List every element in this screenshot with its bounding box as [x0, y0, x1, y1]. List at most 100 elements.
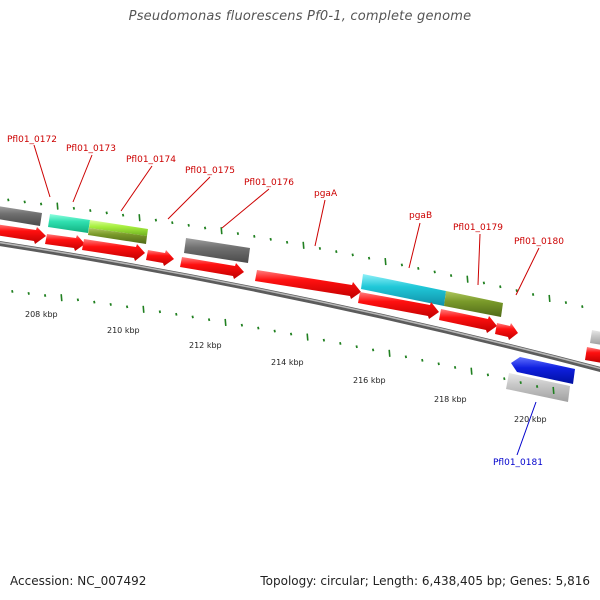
leader-line — [221, 188, 270, 229]
minor-tick — [23, 200, 26, 204]
accession-text: Accession: NC_007492 — [10, 574, 147, 588]
major-tick — [142, 305, 145, 313]
major-tick — [220, 227, 223, 235]
gene-label-pfl01-0173: Pfl01_0173 — [66, 144, 116, 154]
outer-tick-ring — [7, 198, 584, 309]
map-title: Pseudomonas fluorescens Pf0-1, complete … — [128, 9, 472, 24]
kbp-label: 220 kbp — [514, 415, 547, 424]
minor-tick — [335, 250, 338, 254]
leader-lines — [33, 144, 540, 456]
leader-line — [120, 165, 153, 212]
minor-tick — [175, 312, 178, 316]
major-tick — [224, 318, 227, 326]
minor-tick — [519, 381, 522, 385]
gene-box-pgab — [361, 274, 446, 306]
cds-arrow — [585, 347, 600, 363]
leader-line — [167, 176, 211, 220]
major-tick — [302, 241, 305, 249]
minor-tick — [207, 318, 211, 322]
minor-tick — [240, 323, 244, 327]
kbp-label: 212 kbp — [189, 341, 222, 350]
minor-tick — [355, 345, 358, 349]
gene-label-pfl01-0175: Pfl01_0175 — [185, 166, 235, 176]
cds-arrow — [495, 323, 518, 340]
leader-line — [516, 401, 537, 456]
minor-tick — [125, 305, 129, 309]
minor-tick — [322, 338, 326, 342]
gene-box-pfl01-0173 — [48, 214, 90, 233]
minor-tick — [339, 341, 342, 345]
minor-tick — [105, 211, 108, 215]
minor-tick — [318, 246, 322, 250]
kbp-label: 208 kbp — [25, 310, 58, 319]
minor-tick — [531, 293, 535, 296]
leader-line — [33, 144, 51, 198]
major-tick — [138, 214, 141, 222]
minor-tick — [269, 237, 272, 241]
cds-arrow — [358, 292, 439, 319]
minor-tick — [486, 373, 490, 377]
minor-tick — [581, 305, 584, 309]
leader-line — [477, 233, 481, 286]
major-tick — [548, 294, 551, 303]
leader-line — [515, 247, 540, 296]
gene-label-pfl01-0181: Pfl01_0181 — [493, 458, 543, 468]
kbp-label: 216 kbp — [353, 376, 386, 385]
kbp-label: 218 kbp — [434, 395, 467, 404]
leader-line — [314, 199, 326, 247]
cds-arrow — [255, 270, 361, 299]
gene-labels: Pfl01_0172 Pfl01_0173 Pfl01_0174 Pfl01_0… — [7, 135, 564, 468]
minor-tick — [421, 358, 424, 362]
minor-tick — [371, 348, 375, 352]
genome-map: 208 kbp 210 kbp 212 kbp 214 kbp 216 kbp … — [0, 135, 600, 468]
gene-label-pgaa: pgaA — [314, 189, 338, 199]
minor-tick — [453, 365, 457, 369]
minor-tick — [203, 226, 207, 230]
gene-arrow-pfl01-0181 — [511, 357, 575, 384]
minor-tick — [400, 263, 404, 267]
major-tick — [56, 202, 59, 210]
minor-tick — [289, 332, 293, 336]
major-tick — [306, 333, 309, 341]
minor-tick — [89, 209, 92, 213]
gene-box-pfl01-0172 — [0, 206, 42, 226]
minor-tick — [236, 232, 240, 235]
major-tick — [388, 349, 391, 357]
gene-label-pgab: pgaB — [409, 211, 432, 221]
genome-summary-text: Topology: circular; Length: 6,438,405 bp… — [260, 574, 590, 588]
kbp-scale: 208 kbp 210 kbp 212 kbp 214 kbp 216 kbp … — [25, 310, 547, 424]
minor-tick — [93, 300, 96, 304]
minor-tick — [515, 289, 518, 293]
minor-tick — [564, 301, 568, 304]
kbp-label: 214 kbp — [271, 358, 304, 367]
gene-label-pfl01-0180: Pfl01_0180 — [514, 237, 564, 247]
major-tick — [552, 386, 555, 395]
gene-box-pfl01-0174-top — [89, 220, 148, 236]
cds-arrow — [146, 250, 174, 266]
leader-line — [72, 154, 93, 203]
major-tick — [470, 367, 473, 375]
minor-tick — [404, 355, 408, 359]
minor-tick — [503, 377, 506, 381]
minor-tick — [187, 223, 190, 227]
gene-label-pfl01-0179: Pfl01_0179 — [453, 223, 503, 233]
minor-tick — [76, 298, 80, 302]
minor-tick — [437, 362, 440, 366]
minor-tick — [72, 206, 76, 210]
cds-arrow — [439, 309, 497, 333]
inner-tick-ring — [11, 289, 555, 395]
minor-tick — [11, 289, 14, 293]
gene-box-pfl01-0176 — [184, 238, 250, 263]
gene-label-pfl01-0174: Pfl01_0174 — [126, 155, 176, 165]
minor-tick — [253, 234, 256, 238]
reverse-track — [506, 357, 575, 402]
minor-tick — [499, 285, 502, 289]
minor-tick — [191, 315, 194, 319]
cds-track — [0, 224, 600, 363]
major-tick — [60, 294, 63, 302]
gene-label-pfl01-0172: Pfl01_0172 — [7, 135, 57, 145]
minor-tick — [39, 202, 43, 206]
minor-tick — [351, 253, 354, 257]
minor-tick — [27, 291, 30, 295]
minor-tick — [158, 310, 162, 314]
